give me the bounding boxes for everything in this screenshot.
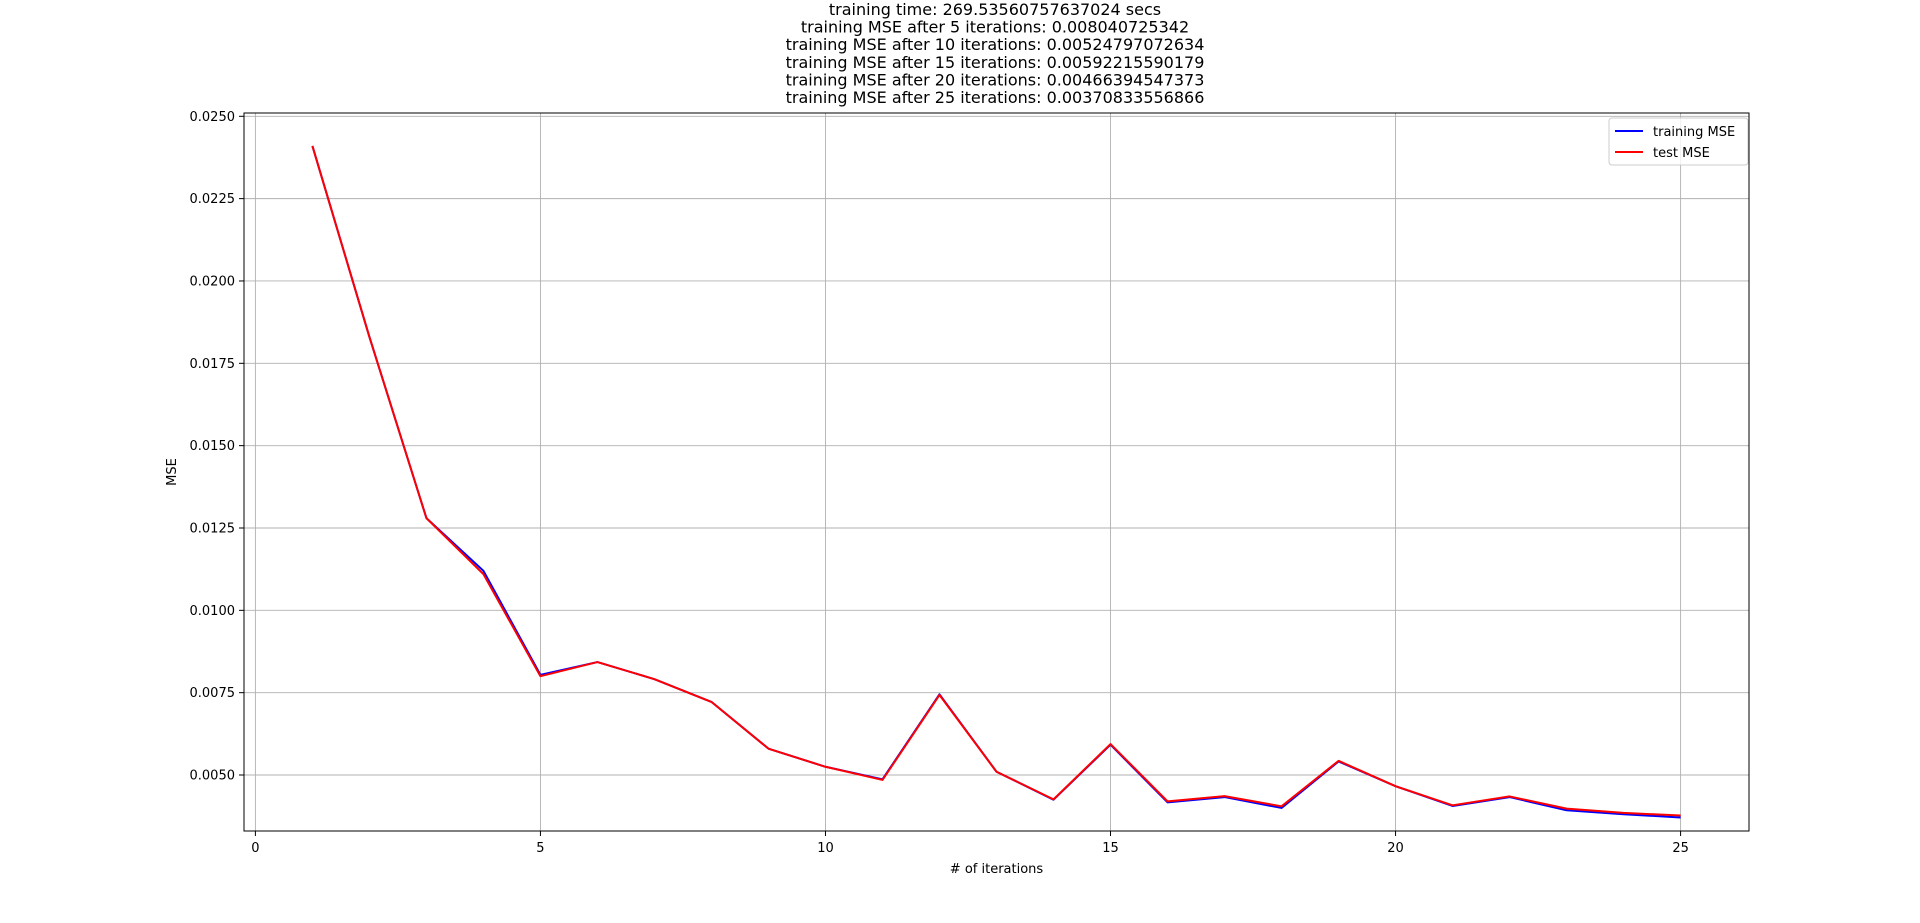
title-line: training MSE after 25 iterations: 0.0037… — [786, 88, 1205, 107]
x-tick-label: 25 — [1672, 841, 1689, 856]
y-tick-label: 0.0075 — [190, 686, 236, 701]
x-tick-label: 0 — [251, 841, 259, 856]
x-axis-ticks: 0 5 10 15 20 25 — [251, 831, 1689, 856]
x-tick-label: 10 — [817, 841, 834, 856]
title-line: training time: 269.53560757637024 secs — [829, 0, 1161, 19]
y-tick-label: 0.0250 — [190, 110, 236, 125]
x-tick-label: 5 — [536, 841, 544, 856]
training-mse-line — [311, 145, 1681, 819]
legend-label: test MSE — [1653, 146, 1710, 161]
y-tick-label: 0.0225 — [190, 192, 236, 207]
y-tick-label: 0.0175 — [190, 357, 236, 372]
gridlines — [244, 113, 1749, 831]
series-lines — [311, 145, 1681, 819]
title-line: training MSE after 5 iterations: 0.00804… — [801, 18, 1189, 37]
x-tick-label: 15 — [1102, 841, 1119, 856]
x-axis-label: # of iterations — [950, 862, 1044, 877]
y-tick-label: 0.0100 — [190, 604, 236, 619]
title-line: training MSE after 15 iterations: 0.0059… — [786, 53, 1205, 72]
test-mse-line — [311, 145, 1681, 817]
y-tick-label: 0.0150 — [190, 439, 236, 454]
legend-box — [1608, 117, 1749, 166]
y-tick-label: 0.0200 — [190, 274, 236, 289]
legend: training MSE test MSE — [1608, 117, 1749, 166]
y-axis-label: MSE — [165, 458, 180, 486]
legend-label: training MSE — [1653, 125, 1735, 140]
y-tick-label: 0.0125 — [190, 521, 236, 536]
chart-title: training time: 269.53560757637024 secstr… — [786, 0, 1205, 107]
title-line: training MSE after 20 iterations: 0.0046… — [786, 70, 1205, 89]
x-tick-label: 20 — [1387, 841, 1404, 856]
title-line: training MSE after 10 iterations: 0.0052… — [786, 35, 1205, 54]
y-tick-label: 0.0050 — [190, 769, 236, 784]
plot-area-frame — [243, 112, 1750, 832]
y-axis-ticks: 0.0050 0.0075 0.0100 0.0125 0.0150 0.0175 0.02… — [190, 110, 244, 784]
